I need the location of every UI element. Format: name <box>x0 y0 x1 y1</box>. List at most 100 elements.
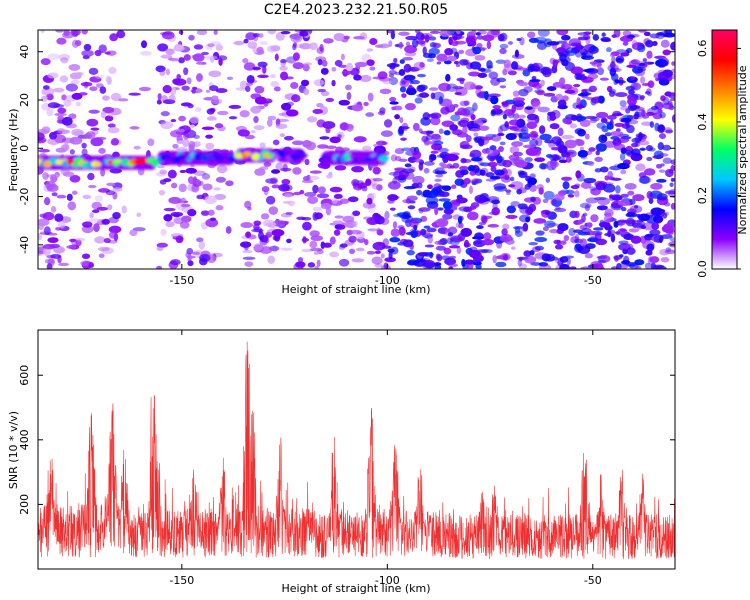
noise-speck <box>55 30 64 33</box>
noise-speck <box>343 35 350 40</box>
noise-speck <box>160 228 167 236</box>
noise-speck <box>563 234 570 242</box>
noise-speck <box>47 102 60 109</box>
noise-speck <box>658 133 667 140</box>
noise-speck <box>334 224 343 229</box>
noise-speck <box>159 31 173 36</box>
noise-speck <box>45 180 56 190</box>
noise-speck <box>589 186 597 191</box>
noise-speck <box>98 253 105 259</box>
noise-speck <box>215 88 228 94</box>
noise-speck <box>182 132 190 140</box>
noise-speck <box>553 207 567 213</box>
noise-speck <box>334 215 344 219</box>
noise-speck <box>654 55 667 60</box>
noise-speck <box>423 225 431 229</box>
noise-speck <box>418 92 429 98</box>
noise-speck <box>345 62 354 72</box>
noise-speck <box>410 230 418 238</box>
noise-speck <box>457 107 467 116</box>
noise-speck <box>569 123 577 129</box>
noise-speck <box>640 225 647 230</box>
noise-speck <box>614 92 628 98</box>
noise-speck <box>353 35 365 40</box>
ridge-speck <box>299 153 308 158</box>
noise-speck <box>355 247 365 252</box>
noise-speck <box>187 209 197 217</box>
noise-speck <box>61 116 73 126</box>
noise-speck <box>648 197 654 204</box>
noise-speck <box>94 136 107 141</box>
noise-speck <box>615 185 621 194</box>
noise-speck <box>319 136 330 140</box>
noise-speck <box>574 233 580 243</box>
noise-speck <box>635 265 642 269</box>
noise-speck <box>158 189 166 196</box>
noise-speck <box>638 30 647 33</box>
noise-speck <box>379 107 386 114</box>
noise-speck <box>577 36 589 41</box>
noise-speck <box>487 161 498 167</box>
noise-speck <box>450 114 461 122</box>
noise-speck <box>247 206 252 211</box>
noise-speck <box>176 74 181 80</box>
noise-speck <box>270 74 276 79</box>
noise-speck <box>638 213 650 222</box>
noise-speck <box>591 62 603 67</box>
noise-speck <box>428 87 439 91</box>
noise-speck <box>282 200 292 204</box>
noise-speck <box>38 132 45 141</box>
noise-speck <box>241 130 250 135</box>
noise-speck <box>525 216 530 223</box>
noise-speck <box>43 197 51 206</box>
noise-speck <box>215 123 224 129</box>
noise-speck <box>460 227 472 237</box>
noise-speck <box>320 90 330 97</box>
noise-speck <box>486 148 499 157</box>
noise-speck <box>565 118 572 125</box>
noise-speck <box>303 88 310 96</box>
noise-speck <box>643 31 651 37</box>
noise-speck <box>505 133 517 140</box>
noise-speck <box>498 146 504 152</box>
noise-speck <box>60 57 69 64</box>
noise-speck <box>237 129 250 137</box>
noise-speck <box>243 38 249 44</box>
noise-speck <box>513 100 525 107</box>
noise-speck <box>278 112 287 116</box>
noise-speck <box>101 218 110 225</box>
noise-speck <box>364 238 369 246</box>
noise-speck <box>75 101 81 107</box>
noise-speck <box>435 253 441 261</box>
noise-speck <box>89 76 102 83</box>
noise-speck <box>445 74 451 82</box>
noise-speck <box>245 85 251 92</box>
noise-speck <box>596 205 608 211</box>
noise-speck <box>352 220 358 228</box>
noise-speck <box>102 106 115 114</box>
noise-speck <box>533 218 547 224</box>
noise-speck <box>99 86 107 94</box>
noise-speck <box>644 168 656 176</box>
noise-speck <box>51 192 58 197</box>
noise-speck <box>611 194 623 201</box>
noise-speck <box>274 53 279 61</box>
noise-speck <box>377 43 390 49</box>
noise-speck <box>182 138 190 148</box>
noise-speck <box>384 210 390 220</box>
noise-speck <box>90 127 100 131</box>
noise-speck <box>399 79 410 88</box>
noise-speck <box>429 41 437 48</box>
noise-speck <box>165 48 175 55</box>
noise-speck <box>187 103 194 109</box>
noise-speck <box>490 175 501 180</box>
noise-speck <box>615 58 623 63</box>
noise-speck <box>272 219 286 227</box>
noise-speck <box>50 206 57 213</box>
noise-speck <box>508 154 520 161</box>
noise-speck <box>638 140 650 146</box>
noise-speck <box>458 222 464 229</box>
noise-speck <box>107 126 120 134</box>
noise-speck <box>242 249 253 254</box>
noise-speck <box>136 212 142 218</box>
